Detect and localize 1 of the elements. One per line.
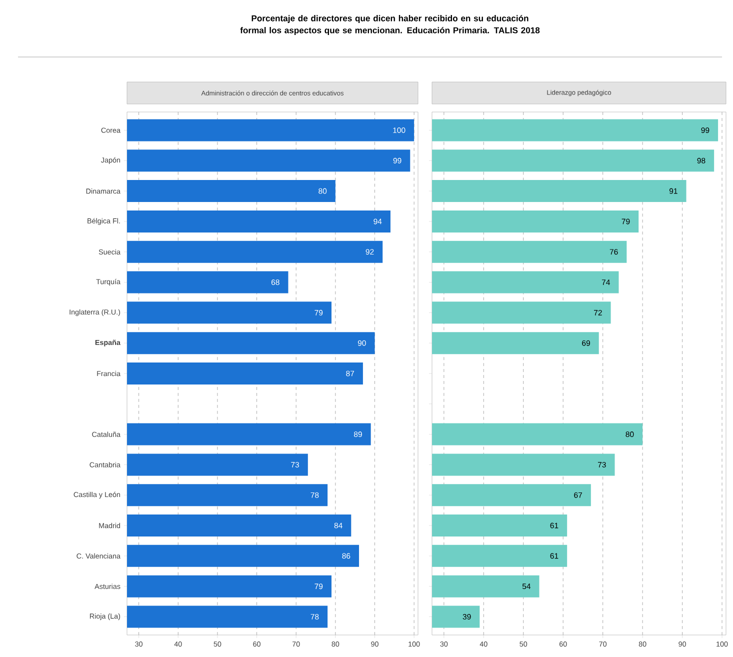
chart-title: Porcentaje de directores que dicen haber recibido en su educación formal los aspectos que se mencionan. Educación Primaria. TALIS 2018: [240, 14, 540, 35]
